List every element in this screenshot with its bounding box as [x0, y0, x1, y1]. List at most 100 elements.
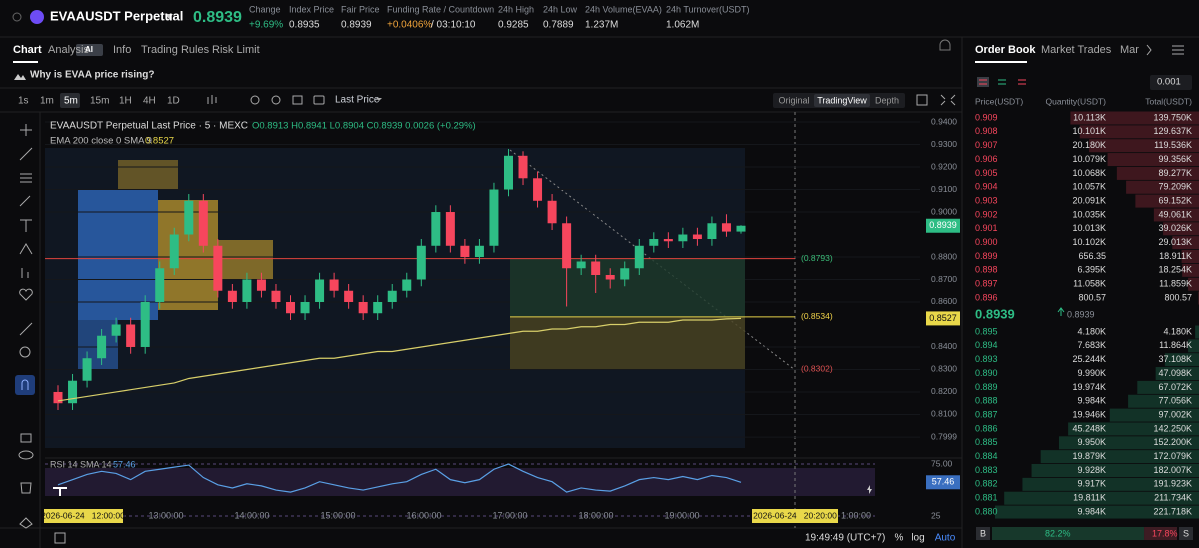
book-price[interactable]: 0.905 [975, 168, 998, 178]
book-price[interactable]: 0.904 [975, 182, 998, 192]
symbol[interactable]: EVAAUSDT Perpetual [50, 8, 183, 23]
book-price[interactable]: 0.906 [975, 154, 998, 164]
camera-icon[interactable] [313, 95, 325, 105]
book-price[interactable]: 0.909 [975, 112, 998, 122]
lock-tool[interactable] [20, 433, 32, 443]
layers-tool[interactable] [19, 517, 33, 529]
visibility-tool[interactable] [18, 450, 34, 460]
book-price[interactable]: 0.894 [975, 340, 998, 350]
y-tick-label: 0.7999 [931, 431, 957, 441]
step-select[interactable] [1150, 75, 1192, 90]
candle-body [184, 200, 194, 235]
tab[interactable]: Analysis [48, 44, 89, 56]
footer-option[interactable]: % [895, 533, 904, 544]
book-price[interactable]: 0.888 [975, 396, 998, 406]
crosshair-tool[interactable] [20, 124, 32, 136]
settings-icon[interactable] [271, 95, 281, 105]
tab[interactable]: Risk Limit [212, 44, 260, 56]
book-price[interactable]: 0.887 [975, 409, 998, 419]
book-price[interactable]: 0.896 [975, 292, 998, 302]
book-price[interactable]: 0.884 [975, 451, 998, 461]
bell-icon[interactable] [939, 39, 951, 51]
view-option[interactable]: Original [778, 95, 809, 105]
interval[interactable]: 1H [119, 96, 132, 107]
zoom-tool[interactable] [19, 346, 31, 358]
scroll-icon[interactable] [1146, 44, 1152, 56]
interval[interactable]: 4H [143, 96, 156, 107]
book-price[interactable]: 0.895 [975, 326, 998, 336]
candle-body [227, 290, 237, 302]
fullscreen-icon[interactable] [916, 94, 928, 106]
prediction-tool[interactable] [21, 268, 29, 278]
book-price[interactable]: 0.898 [975, 265, 998, 275]
interval[interactable]: 1D [167, 96, 180, 107]
book-price[interactable]: 0.900 [975, 237, 998, 247]
interval[interactable]: 5m [64, 96, 78, 107]
rsi-legend: RSI 14 SMA 14 [50, 459, 112, 469]
candle-body [402, 279, 412, 291]
asks-view-icon[interactable] [1018, 79, 1026, 85]
book-price[interactable]: 0.883 [975, 465, 998, 475]
favorite-tool[interactable] [19, 288, 33, 301]
book-price[interactable]: 0.880 [975, 506, 998, 516]
candle-body [373, 301, 383, 314]
view-option[interactable]: Depth [875, 95, 899, 105]
book-tab[interactable]: Mar [1120, 44, 1139, 56]
book-price[interactable]: 0.901 [975, 223, 998, 233]
price-type[interactable]: Last Price [335, 95, 380, 106]
dropdown-icon[interactable] [165, 14, 173, 19]
fib-tool[interactable] [20, 173, 32, 183]
bids-view-icon[interactable] [998, 79, 1006, 85]
stat-label: Index Price [289, 4, 334, 14]
book-price[interactable]: 0.897 [975, 279, 998, 289]
layout-icon[interactable] [292, 95, 303, 105]
hint[interactable]: Why is EVAA price rising? [30, 70, 154, 81]
expand-icon[interactable] [940, 94, 956, 106]
both-view[interactable] [977, 77, 989, 87]
book-price[interactable]: 0.908 [975, 126, 998, 136]
line-tool[interactable] [19, 147, 33, 161]
book-price[interactable]: 0.890 [975, 368, 998, 378]
book-tab[interactable]: Order Book [975, 44, 1036, 56]
dropdown-icon[interactable] [376, 98, 382, 101]
trash-tool[interactable] [20, 482, 32, 494]
view-option[interactable]: TradingView [817, 95, 867, 105]
footer-option[interactable]: log [911, 533, 924, 544]
replay-icon[interactable] [867, 485, 872, 494]
book-price[interactable]: 0.903 [975, 195, 998, 205]
book-price[interactable]: 0.899 [975, 251, 998, 261]
book-price[interactable]: 0.889 [975, 382, 998, 392]
menu-icon[interactable] [1172, 45, 1184, 55]
rsi-tag-text: 57.46 [932, 477, 955, 487]
star-icon[interactable] [12, 12, 22, 22]
book-price[interactable]: 0.881 [975, 493, 998, 503]
chart-type-icon[interactable] [207, 95, 217, 104]
interval[interactable]: 15m [90, 96, 109, 107]
interval[interactable]: 1s [18, 96, 29, 107]
book-price[interactable]: 0.902 [975, 209, 998, 219]
x-tick-label: 1:00:00 [841, 510, 871, 520]
book-price[interactable]: 0.882 [975, 479, 998, 489]
book-price[interactable]: 0.886 [975, 423, 998, 433]
book-tab[interactable]: Market Trades [1041, 44, 1112, 56]
measure-tool[interactable] [19, 322, 33, 336]
indicator-icon[interactable] [250, 95, 260, 105]
tab[interactable]: Trading Rules [141, 44, 210, 56]
book-price[interactable]: 0.885 [975, 437, 998, 447]
magnet-tool[interactable] [15, 375, 35, 395]
interval[interactable]: 1m [40, 96, 54, 107]
export-icon[interactable] [54, 532, 66, 544]
pattern-tool[interactable] [19, 243, 33, 255]
step[interactable]: 0.001 [1157, 77, 1181, 88]
candle-body [678, 234, 688, 242]
footer-option[interactable]: Auto [935, 533, 956, 544]
stat-value: 0.8939 [341, 20, 372, 31]
tab[interactable]: Chart [13, 44, 42, 56]
book-price[interactable]: 0.893 [975, 354, 998, 364]
book-total: 99.356K [1158, 154, 1192, 164]
text-tool[interactable] [20, 219, 32, 232]
book-price[interactable]: 0.907 [975, 140, 998, 150]
book-total: 89.277K [1158, 168, 1192, 178]
brush-tool[interactable] [19, 195, 31, 207]
tab[interactable]: Info [113, 44, 131, 56]
